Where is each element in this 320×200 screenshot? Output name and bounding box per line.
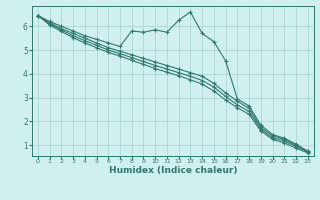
X-axis label: Humidex (Indice chaleur): Humidex (Indice chaleur): [108, 166, 237, 175]
